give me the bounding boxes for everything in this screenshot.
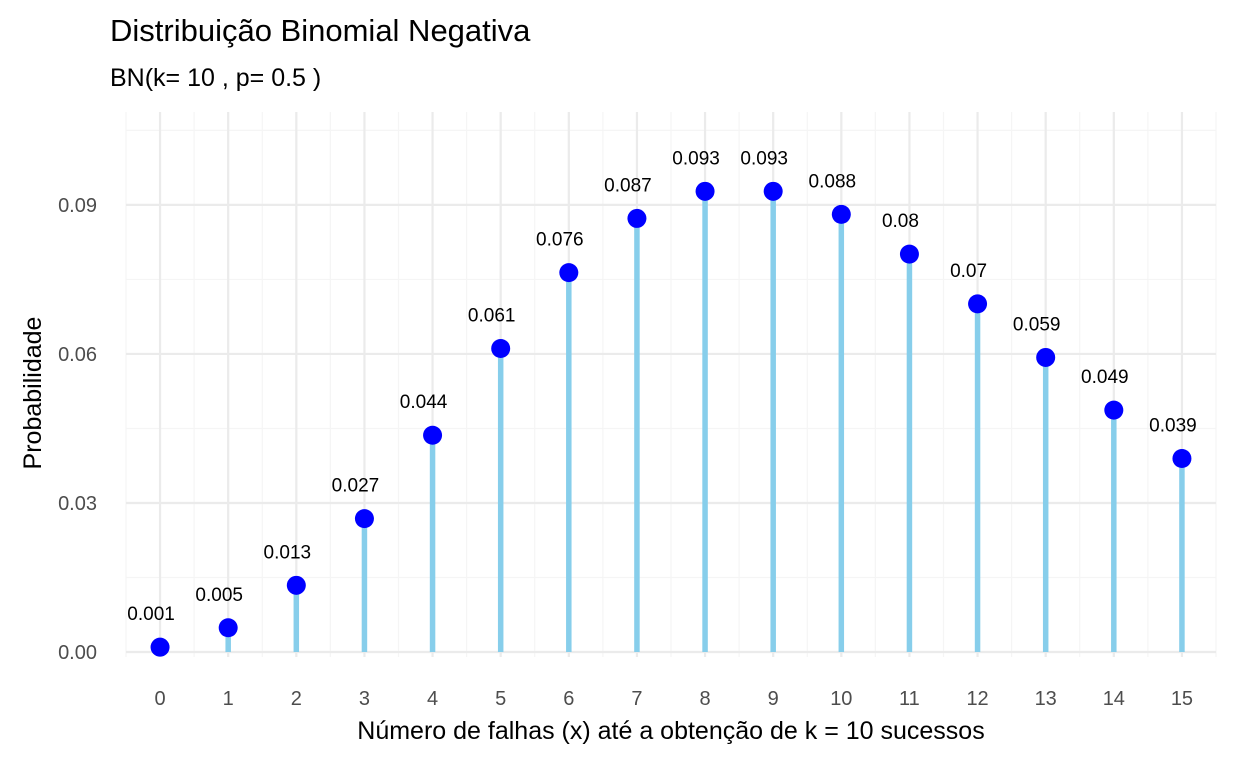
data-label: 0.076 <box>536 230 584 251</box>
lollipop-point <box>1172 448 1192 468</box>
data-label: 0.059 <box>1013 314 1061 335</box>
lollipop-point <box>491 339 511 359</box>
lollipop-point <box>1104 400 1124 420</box>
chart-subtitle: BN(k= 10 , p= 0.5 ) <box>110 64 321 92</box>
lollipop-point <box>763 181 783 201</box>
lollipop-point <box>150 637 170 657</box>
x-tick-label: 13 <box>1035 688 1057 710</box>
x-tick-label: 5 <box>495 688 506 710</box>
data-label: 0.093 <box>672 148 720 169</box>
axis-layer: Probabilidade Número de falhas (x) até a… <box>19 195 1193 745</box>
lollipop-point <box>286 575 306 595</box>
lollipop-point <box>831 204 851 224</box>
x-tick-label: 10 <box>830 688 852 710</box>
y-tick-label: 0.03 <box>58 493 97 515</box>
data-label: 0.049 <box>1081 367 1129 388</box>
lollipop-point <box>968 294 988 314</box>
data-label: 0.039 <box>1149 415 1197 436</box>
x-tick-label: 4 <box>427 688 438 710</box>
x-axis-title: Número de falhas (x) até a obtenção de k… <box>357 717 984 745</box>
x-tick-label: 3 <box>359 688 370 710</box>
y-axis-title: Probabilidade <box>19 317 47 470</box>
data-label: 0.088 <box>809 171 857 192</box>
data-label: 0.093 <box>740 148 788 169</box>
chart-title: Distribuição Binomial Negativa <box>110 13 531 48</box>
point-layer <box>150 181 1192 657</box>
data-label: 0.061 <box>468 306 516 327</box>
lollipop-point <box>218 618 238 638</box>
lollipop-point <box>1036 347 1056 367</box>
data-label: 0.027 <box>332 476 380 497</box>
data-label: 0.08 <box>882 211 919 232</box>
x-tick-label: 6 <box>563 688 574 710</box>
lollipop-point <box>354 509 374 529</box>
x-tick-label: 1 <box>223 688 234 710</box>
data-label: 0.001 <box>127 604 175 625</box>
data-label: 0.005 <box>195 585 243 606</box>
grid-layer <box>125 112 1217 657</box>
data-label: 0.013 <box>264 542 312 563</box>
lollipop-point <box>899 244 919 264</box>
data-label: 0.087 <box>604 175 652 196</box>
data-label-layer: 0.001 0.005 0.013 0.027 0.044 0.061 0.076 0.087… <box>127 148 1196 625</box>
x-tick-label: 11 <box>899 688 920 710</box>
x-tick-label: 2 <box>291 688 302 710</box>
lollipop-point <box>423 425 443 445</box>
lollipop-point <box>559 263 579 283</box>
lollipop-point <box>627 208 647 228</box>
y-tick-label: 0.06 <box>58 344 97 366</box>
x-tick-label: 7 <box>631 688 642 710</box>
y-tick-label: 0.00 <box>58 642 97 664</box>
lollipop-point <box>695 181 715 201</box>
x-tick-label: 8 <box>700 688 711 710</box>
x-tick-label: 14 <box>1103 688 1125 710</box>
stem-layer <box>157 191 1185 653</box>
y-tick-label: 0.09 <box>58 195 97 217</box>
data-label: 0.07 <box>950 261 987 282</box>
data-label: 0.044 <box>400 392 448 413</box>
x-tick-label: 12 <box>966 688 988 710</box>
x-tick-label: 15 <box>1171 688 1193 710</box>
x-tick-label: 0 <box>155 688 166 710</box>
x-tick-label: 9 <box>768 688 779 710</box>
